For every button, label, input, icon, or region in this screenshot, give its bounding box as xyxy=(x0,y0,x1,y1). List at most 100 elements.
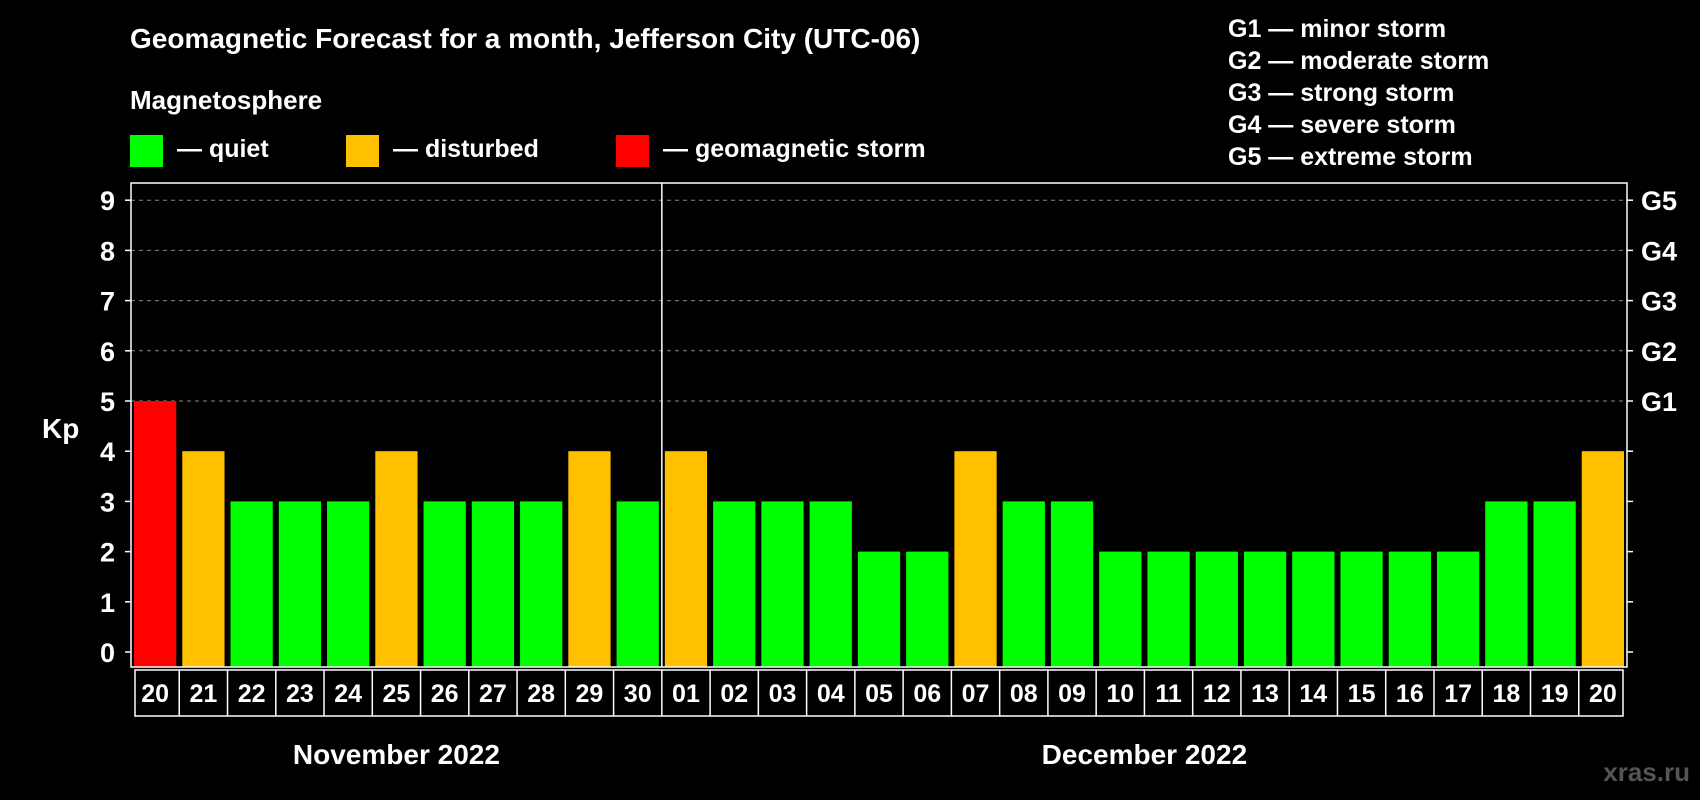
y-tick-label: 3 xyxy=(100,487,115,517)
bar-day-29 xyxy=(1485,501,1528,667)
y-tick-label: 4 xyxy=(100,437,115,467)
y-tick-label: 9 xyxy=(100,186,115,216)
bar-day-16 xyxy=(857,551,901,667)
storm-legend-g4: G4 — severe storm xyxy=(1228,111,1456,139)
day-label: 15 xyxy=(1348,680,1376,708)
day-label: 23 xyxy=(286,680,314,708)
storm-scale-legend: G1 — minor storm G2 — moderate storm G3 … xyxy=(1228,15,1489,171)
bar-day-13 xyxy=(713,501,756,667)
day-label: 14 xyxy=(1299,680,1327,708)
legend-swatch-quiet xyxy=(130,135,163,167)
day-label: 08 xyxy=(1010,680,1038,708)
y-tick-label: 6 xyxy=(100,337,115,367)
y-tick-label: 7 xyxy=(100,287,115,317)
day-label: 06 xyxy=(913,680,941,708)
day-label: 17 xyxy=(1444,680,1472,708)
day-label: 27 xyxy=(479,680,507,708)
storm-scale-tick-labels: G1 G2 G3 G4 G5 xyxy=(1641,186,1677,417)
bar-day-20 xyxy=(1050,501,1094,667)
storm-legend-g3: G3 — strong storm xyxy=(1228,79,1454,107)
month-labels: November 2022 December 2022 xyxy=(293,739,1247,770)
bar-day-8 xyxy=(471,501,515,667)
day-label: 29 xyxy=(576,680,604,708)
bar-day-6 xyxy=(375,451,418,667)
storm-scale-label-g4: G4 xyxy=(1641,236,1677,266)
bar-day-14 xyxy=(761,501,804,667)
bar-day-7 xyxy=(423,501,466,667)
day-label: 13 xyxy=(1251,680,1279,708)
bar-day-30 xyxy=(1533,501,1576,667)
plot-frame xyxy=(125,182,1633,668)
day-label: 10 xyxy=(1106,680,1134,708)
day-label: 24 xyxy=(334,680,362,708)
day-label: 20 xyxy=(141,680,169,708)
legend-label-storm: — geomagnetic storm xyxy=(663,135,926,163)
month-label-1: November 2022 xyxy=(293,739,500,770)
bar-day-3 xyxy=(230,501,273,667)
day-label: 30 xyxy=(624,680,652,708)
chart-subtitle: Magnetosphere xyxy=(130,85,322,115)
legend-swatch-storm xyxy=(616,135,649,167)
storm-legend-g2: G2 — moderate storm xyxy=(1228,47,1489,75)
day-label: 03 xyxy=(769,680,797,708)
day-label: 28 xyxy=(527,680,555,708)
day-label: 20 xyxy=(1589,680,1617,708)
day-label: 19 xyxy=(1541,680,1569,708)
bar-day-22 xyxy=(1147,551,1190,667)
bar-day-5 xyxy=(327,501,370,667)
y-tick-label: 1 xyxy=(100,588,115,618)
y-axis-label: Kp xyxy=(42,413,79,444)
bar-day-12 xyxy=(664,451,708,667)
bar-day-26 xyxy=(1340,551,1383,667)
bar-day-21 xyxy=(1099,551,1142,667)
day-label: 18 xyxy=(1492,680,1520,708)
day-label-strip xyxy=(134,669,1624,717)
day-labels: 20 21 22 23 24 25 26 27 28 29 30 01 02 03 04 05 06 07 08 09… xyxy=(134,669,1624,717)
bar-day-25 xyxy=(1292,551,1335,667)
bar-day-2 xyxy=(182,451,225,667)
bar-day-15 xyxy=(809,501,852,667)
bar-day-4 xyxy=(278,501,322,667)
y-tick-label: 5 xyxy=(100,387,115,417)
bars xyxy=(134,401,1624,667)
day-label: 12 xyxy=(1203,680,1231,708)
month-label-2: December 2022 xyxy=(1042,739,1247,770)
bar-day-19 xyxy=(1002,501,1045,667)
bar-day-27 xyxy=(1388,551,1431,667)
day-label: 07 xyxy=(962,680,990,708)
plot-border xyxy=(130,182,1628,668)
storm-scale-label-g5: G5 xyxy=(1641,186,1677,216)
day-label: 16 xyxy=(1396,680,1424,708)
chart-title: Geomagnetic Forecast for a month, Jeffer… xyxy=(130,23,920,54)
day-label: 11 xyxy=(1155,680,1182,708)
day-label: 04 xyxy=(817,680,845,708)
bar-day-9 xyxy=(520,501,563,667)
y-tick-label: 8 xyxy=(100,236,115,266)
day-label: 21 xyxy=(189,680,217,708)
bar-day-31 xyxy=(1581,451,1624,667)
bar-day-10 xyxy=(568,451,611,667)
day-label: 22 xyxy=(238,680,266,708)
bar-day-11 xyxy=(616,501,659,667)
day-label: 25 xyxy=(383,680,411,708)
legend-label-disturbed: — disturbed xyxy=(393,135,539,163)
bar-day-23 xyxy=(1195,551,1238,667)
y-tick-label: 0 xyxy=(100,638,115,668)
legend-swatch-disturbed xyxy=(346,135,379,167)
day-label: 09 xyxy=(1058,680,1086,708)
bar-day-24 xyxy=(1243,551,1287,667)
day-label: 26 xyxy=(431,680,459,708)
gridlines xyxy=(131,199,1627,402)
y-tick-label: 2 xyxy=(100,538,115,568)
bar-day-1 xyxy=(134,401,177,667)
watermark: xras.ru xyxy=(1603,757,1690,787)
storm-legend-g1: G1 — minor storm xyxy=(1228,15,1446,43)
legend-label-quiet: — quiet xyxy=(177,135,269,163)
storm-scale-label-g1: G1 xyxy=(1641,387,1677,417)
day-label: 05 xyxy=(865,680,893,708)
bar-day-18 xyxy=(954,451,997,667)
storm-scale-label-g2: G2 xyxy=(1641,337,1677,367)
storm-scale-label-g3: G3 xyxy=(1641,287,1677,317)
day-label: 02 xyxy=(720,680,748,708)
